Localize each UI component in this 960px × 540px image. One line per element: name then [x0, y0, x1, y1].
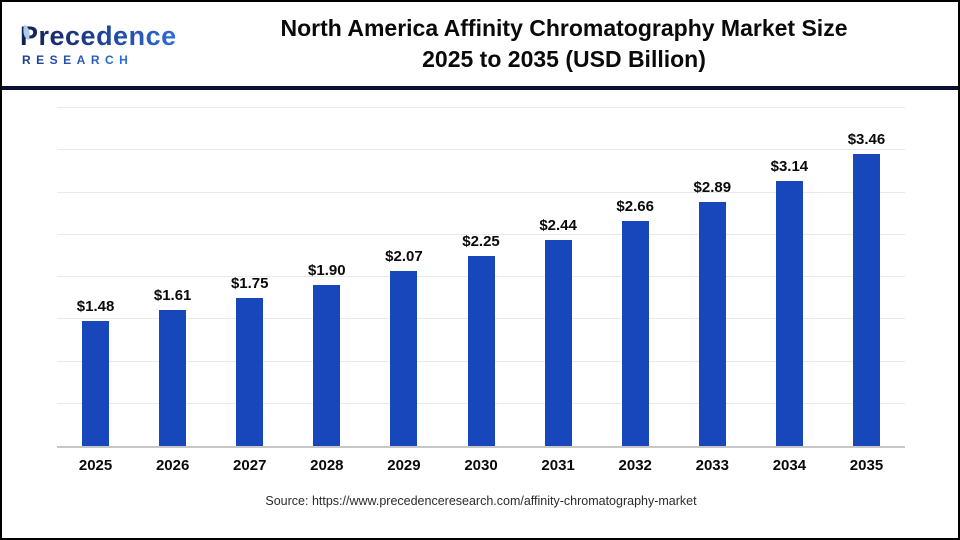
x-axis-label: 2032 — [618, 457, 652, 474]
bar-slot: $1.90 — [288, 108, 365, 446]
bar — [159, 309, 187, 446]
bars-container: $1.48 $1.61 $1.75 $1.90 $2.07 $2.25 $2.44 $2.66… — [57, 108, 905, 446]
bar-value-label: $2.44 — [539, 216, 577, 234]
bar-value-label: $3.46 — [847, 130, 886, 148]
chart-title: North America Affinity Chromatography Ma… — [170, 13, 958, 75]
bar-slot: $2.89 — [674, 108, 751, 446]
bar — [775, 180, 803, 446]
gridline — [57, 107, 905, 108]
bar-value-label: $2.66 — [616, 198, 654, 216]
chart-title-line2: 2025 to 2035 (USD Billion) — [422, 46, 706, 72]
chart-section: $1.48 $1.61 $1.75 $1.90 $2.07 $2.25 $2.44 $2.66… — [2, 90, 958, 508]
chart-title-line1: North America Affinity Chromatography Ma… — [280, 15, 848, 41]
header-divider — [2, 86, 958, 90]
gridline — [57, 233, 905, 235]
x-axis-label: 2033 — [695, 457, 729, 474]
bar-value-label: $1.48 — [76, 297, 115, 315]
bar-slot: $3.14 — [751, 108, 828, 446]
bar-value-label: $2.07 — [385, 248, 423, 266]
bar-slot: $2.25 — [442, 108, 519, 446]
bar — [698, 201, 726, 446]
bar — [621, 221, 649, 446]
bar — [82, 320, 110, 446]
x-axis-label: 2025 — [78, 457, 113, 474]
bar-value-label: $2.25 — [462, 232, 500, 250]
x-axis-label: 2026 — [155, 457, 190, 474]
brand-logo-subtext: RESEARCH — [22, 52, 134, 67]
x-axis-label: 2029 — [387, 457, 421, 474]
bar-value-label: $3.14 — [770, 157, 809, 175]
x-axis-label: 2028 — [310, 457, 344, 474]
bar-slot: $1.61 — [134, 108, 211, 446]
brand-logo-name: Precedence — [20, 23, 177, 50]
bar-value-label: $1.61 — [153, 286, 192, 304]
source-line: Source: https://www.precedenceresearch.c… — [265, 494, 697, 508]
bar — [467, 255, 495, 446]
x-axis-label: 2034 — [772, 457, 807, 474]
brand-logo-text: Precedence — [20, 20, 177, 51]
bar-slot: $2.07 — [365, 108, 442, 446]
gridline — [57, 149, 905, 151]
bar-slot: $1.75 — [211, 108, 288, 446]
x-axis-label: 2035 — [849, 457, 884, 474]
x-axis-label: 2030 — [464, 457, 498, 474]
bar-value-label: $1.75 — [230, 275, 269, 293]
bar-value-label: $1.90 — [308, 262, 346, 280]
bar — [544, 239, 572, 446]
x-axis-label: 2031 — [541, 457, 575, 474]
x-axis-labels: 2025 2026 2027 2028 2029 2030 2031 2032 2033 2034… — [57, 457, 905, 474]
bar-slot: $2.66 — [597, 108, 674, 446]
gridline — [57, 191, 905, 193]
bar — [313, 285, 341, 446]
bar — [852, 153, 880, 446]
bar-value-label: $2.89 — [693, 178, 732, 196]
header: Precedence RESEARCH North America Affini… — [2, 2, 958, 86]
brand-logo: Precedence RESEARCH — [20, 23, 170, 66]
bar-slot: $3.46 — [828, 108, 905, 446]
bar-slot: $1.48 — [57, 108, 134, 446]
x-axis-label: 2027 — [233, 457, 267, 474]
bar — [390, 271, 418, 446]
bar — [236, 298, 264, 446]
bar-slot: $2.44 — [520, 108, 597, 446]
plot-area: $1.48 $1.61 $1.75 $1.90 $2.07 $2.25 $2.44 $2.66… — [57, 107, 905, 448]
